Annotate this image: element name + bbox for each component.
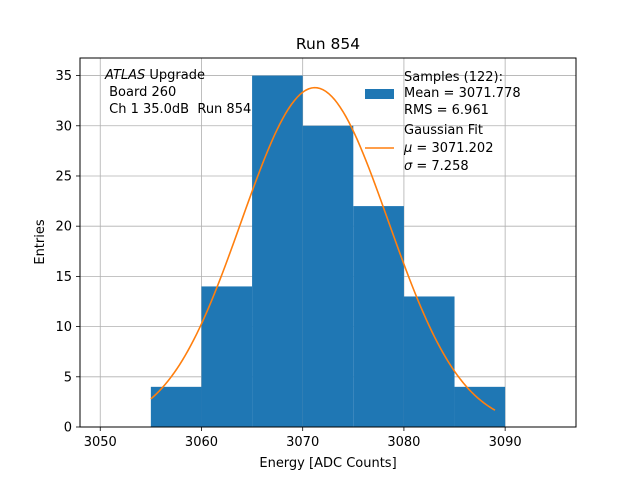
x-tick-label: 3090 [489, 435, 522, 450]
legend-hist-line-3: RMS = 6.961 [404, 103, 489, 118]
y-tick-label: 20 [55, 220, 72, 235]
legend-fit-line-2: μ = 3071.202 [403, 141, 493, 156]
x-axis-label: Energy [ADC Counts] [259, 456, 396, 471]
histogram-bar [201, 286, 253, 427]
annotation-line-3: Ch 1 35.0dB Run 854 [105, 102, 251, 117]
x-tick-label: 3050 [84, 435, 117, 450]
legend-fit-line-3: σ = 7.258 [404, 159, 469, 174]
legend: Samples (122): Mean = 3071.778 RMS = 6.9… [365, 70, 521, 174]
histogram-bar [252, 75, 303, 428]
annotation-experiment-suffix: Upgrade [145, 68, 205, 83]
legend-hist-line-1: Samples (122): [404, 70, 503, 85]
plot-frame [79, 57, 577, 428]
y-tick-label: 35 [55, 69, 72, 84]
annotation-line-2: Board 260 [105, 85, 176, 100]
gaussian-fit-curve [150, 86, 496, 411]
legend-mu-value: = 3071.202 [412, 141, 493, 156]
legend-fit-line-1: Gaussian Fit [404, 123, 483, 138]
y-tick-label: 0 [64, 421, 72, 436]
histogram-bar [403, 296, 455, 427]
annotation-experiment: ATLAS [104, 68, 145, 83]
histogram-bar [302, 125, 354, 427]
x-axis-ticks: 3050 3060 3070 3080 3090 [84, 427, 522, 450]
legend-sigma-symbol: σ [404, 159, 413, 174]
legend-mu-symbol: μ [403, 141, 412, 156]
annotation-line-1: ATLAS Upgrade [104, 68, 205, 83]
x-tick-label: 3080 [387, 435, 420, 450]
legend-sigma-value: = 7.258 [412, 159, 468, 174]
atlas-annotation: ATLAS Upgrade Board 260 Ch 1 35.0dB Run … [104, 68, 251, 117]
y-tick-label: 30 [55, 119, 72, 134]
y-tick-label: 25 [55, 169, 72, 184]
legend-hist-line-2: Mean = 3071.778 [404, 86, 521, 101]
histogram-bar [353, 206, 404, 427]
histogram-bar [150, 386, 202, 427]
y-tick-label: 5 [64, 370, 72, 385]
chart-title: Run 854 [296, 35, 360, 53]
y-axis-ticks: 0 5 10 15 20 25 30 35 [55, 69, 80, 436]
x-tick-label: 3070 [286, 435, 319, 450]
legend-histogram-swatch [365, 89, 394, 99]
x-tick-label: 3060 [185, 435, 218, 450]
y-tick-label: 15 [55, 270, 72, 285]
y-tick-label: 10 [55, 320, 72, 335]
y-axis-label: Entries [33, 219, 48, 265]
histogram-bar [454, 386, 506, 427]
